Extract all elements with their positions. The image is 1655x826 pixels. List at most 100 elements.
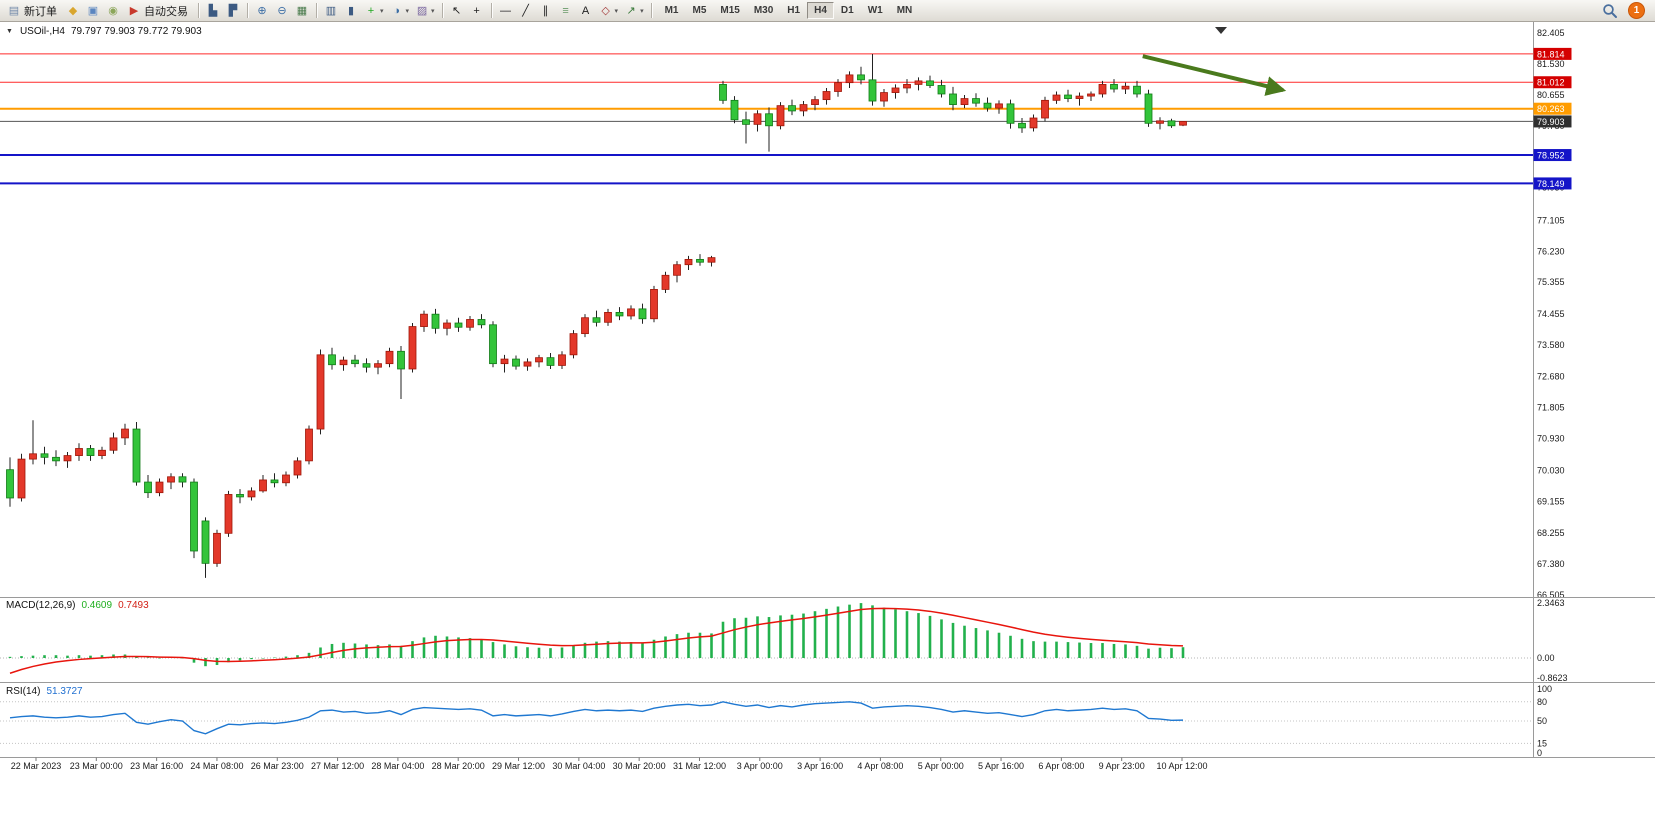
time-axis-label: 5 Apr 16:00 bbox=[978, 761, 1024, 771]
timeframe-m1[interactable]: M1 bbox=[664, 5, 679, 16]
candle-body bbox=[420, 313, 428, 327]
candle-body bbox=[17, 458, 26, 499]
crosshair-icon[interactable]: + bbox=[467, 2, 487, 20]
chart-candles-icon: ▛ bbox=[228, 4, 238, 17]
price-axis-label: 66.505 bbox=[1537, 590, 1565, 600]
toolbar-items: ▤ 新订单 ◆ ▣ ◉ ▶ 自动交易 ▙ ▛ ⊕ ⊖ ▦ ▥ ▮ + ▾ ◑ ▾ ▨ ▾ ↖ + — ╱ ∥ ≡ A ◇ ▾ ↗ ▾ bbox=[3, 0, 656, 21]
price-axis-label: 76.230 bbox=[1537, 246, 1565, 256]
candle-body bbox=[132, 428, 141, 483]
candle-body bbox=[1098, 84, 1107, 95]
macd-axis-label: 2.3463 bbox=[1537, 598, 1565, 608]
timeframe-d1[interactable]: D1 bbox=[840, 5, 854, 16]
data-window-icon: ◉ bbox=[108, 4, 118, 17]
megaphone-icon[interactable]: ◆ bbox=[63, 2, 83, 20]
zoom-in-icon[interactable]: ⊕ bbox=[252, 2, 272, 20]
new-order-button[interactable]: ▤ 新订单 bbox=[3, 2, 63, 20]
timeframe-h4[interactable]: H4 bbox=[807, 2, 834, 19]
chart-shift-marker-icon[interactable] bbox=[1215, 27, 1227, 34]
timeframe-mn[interactable]: MN bbox=[896, 5, 913, 16]
rsi-panel[interactable] bbox=[0, 683, 1533, 758]
cursor-icon: ↖ bbox=[451, 4, 462, 17]
text-icon[interactable]: A bbox=[576, 2, 596, 20]
time-axis-label: 4 Apr 08:00 bbox=[857, 761, 903, 771]
candle-body bbox=[581, 317, 589, 335]
candle-body bbox=[190, 481, 198, 552]
candle-body bbox=[535, 357, 543, 363]
megaphone-icon: ◆ bbox=[68, 4, 78, 17]
tile-windows-icon: ▦ bbox=[296, 4, 308, 17]
equidistant-channel-icon[interactable]: ∥ bbox=[536, 2, 556, 20]
candle-body bbox=[477, 319, 486, 326]
shapes-button[interactable]: ◇ ▾ bbox=[596, 2, 622, 20]
chart-bars-icon[interactable]: ▙ bbox=[203, 2, 223, 20]
scroll-to-end-icon[interactable]: ▥ bbox=[321, 2, 341, 20]
trend-arrow[interactable] bbox=[1142, 54, 1287, 96]
timeframe-h1[interactable]: H1 bbox=[787, 5, 801, 16]
auto-trading-button[interactable]: ▶ 自动交易 bbox=[123, 2, 194, 20]
timeframe-w1[interactable]: W1 bbox=[867, 5, 883, 16]
fibonacci-icon[interactable]: ≡ bbox=[556, 2, 576, 20]
chart-candles-icon[interactable]: ▛ bbox=[223, 2, 243, 20]
candle-body bbox=[983, 102, 992, 109]
candle-body bbox=[834, 82, 842, 92]
notification-badge[interactable]: 1 bbox=[1628, 2, 1645, 19]
candle-body bbox=[857, 74, 865, 81]
time-axis-label: 3 Apr 00:00 bbox=[737, 761, 783, 771]
price-axis[interactable] bbox=[1533, 22, 1655, 758]
zoom-out-icon[interactable]: ⊖ bbox=[272, 2, 292, 20]
candle-body bbox=[960, 98, 969, 105]
time-axis[interactable] bbox=[0, 758, 1533, 780]
candle-body bbox=[98, 449, 106, 456]
timeframe-m30[interactable]: M30 bbox=[753, 5, 774, 16]
timeframe-m5[interactable]: M5 bbox=[692, 5, 707, 16]
cursor-icon[interactable]: ↖ bbox=[447, 2, 467, 20]
arrows-button[interactable]: ↗ ▾ bbox=[621, 2, 647, 20]
timeframe-m15[interactable]: M15 bbox=[720, 5, 740, 16]
market-watch-icon[interactable]: ▣ bbox=[83, 2, 103, 20]
candle-body bbox=[178, 476, 187, 483]
toolbar-separator bbox=[247, 3, 248, 18]
candle-body bbox=[270, 479, 279, 484]
data-window-icon[interactable]: ◉ bbox=[103, 2, 123, 20]
macd-panel[interactable] bbox=[0, 598, 1533, 683]
candle-body bbox=[1064, 94, 1072, 99]
candle-body bbox=[236, 494, 244, 498]
chart-menu-icon[interactable]: ▼ bbox=[6, 28, 13, 35]
shapes-button: ◇ bbox=[601, 4, 610, 17]
chart-bars-icon: ▙ bbox=[208, 4, 218, 17]
time-axis-label: 28 Mar 20:00 bbox=[432, 761, 485, 771]
candle-body bbox=[362, 363, 371, 368]
candle-body bbox=[604, 312, 612, 323]
time-axis-label: 27 Mar 12:00 bbox=[311, 761, 364, 771]
candle-body bbox=[121, 428, 129, 439]
auto-trading-button-label: 自动交易 bbox=[144, 5, 188, 18]
candle-body bbox=[949, 93, 957, 105]
hline-icon[interactable]: — bbox=[496, 2, 516, 20]
chart-shift-icon[interactable]: ▮ bbox=[341, 2, 361, 20]
indicators-button[interactable]: + ▾ bbox=[361, 2, 387, 20]
search-icon[interactable] bbox=[1602, 3, 1618, 19]
time-axis-label: 23 Mar 00:00 bbox=[70, 761, 123, 771]
time-axis-label: 22 Mar 2023 bbox=[11, 761, 62, 771]
candle-body bbox=[1075, 95, 1084, 99]
main-chart-plot[interactable] bbox=[0, 22, 1533, 598]
tile-windows-icon[interactable]: ▦ bbox=[292, 2, 312, 20]
price-axis-label: 70.930 bbox=[1537, 434, 1565, 444]
candle-body bbox=[903, 84, 911, 89]
time-axis-label: 23 Mar 16:00 bbox=[130, 761, 183, 771]
price-axis-label: 70.030 bbox=[1537, 465, 1565, 475]
candle-body bbox=[408, 326, 417, 370]
chart-symbol: USOil-,H4 bbox=[19, 26, 65, 37]
macd-label: MACD(12,26,9) 0.4609 0.7493 bbox=[6, 600, 149, 611]
templates-button[interactable]: ▨ ▾ bbox=[412, 2, 438, 20]
chart-title: ▼ USOil-,H4 79.797 79.903 79.772 79.903 bbox=[6, 26, 202, 37]
trendline-icon[interactable]: ╱ bbox=[516, 2, 536, 20]
periods-button[interactable]: ◑ ▾ bbox=[387, 2, 413, 20]
svg-text:80.263: 80.263 bbox=[1537, 104, 1565, 114]
price-axis-label: 69.155 bbox=[1537, 496, 1565, 506]
svg-text:78.952: 78.952 bbox=[1537, 151, 1565, 161]
candle-body bbox=[328, 354, 336, 366]
indicators-button: + bbox=[367, 4, 375, 17]
candle-body bbox=[719, 84, 727, 101]
